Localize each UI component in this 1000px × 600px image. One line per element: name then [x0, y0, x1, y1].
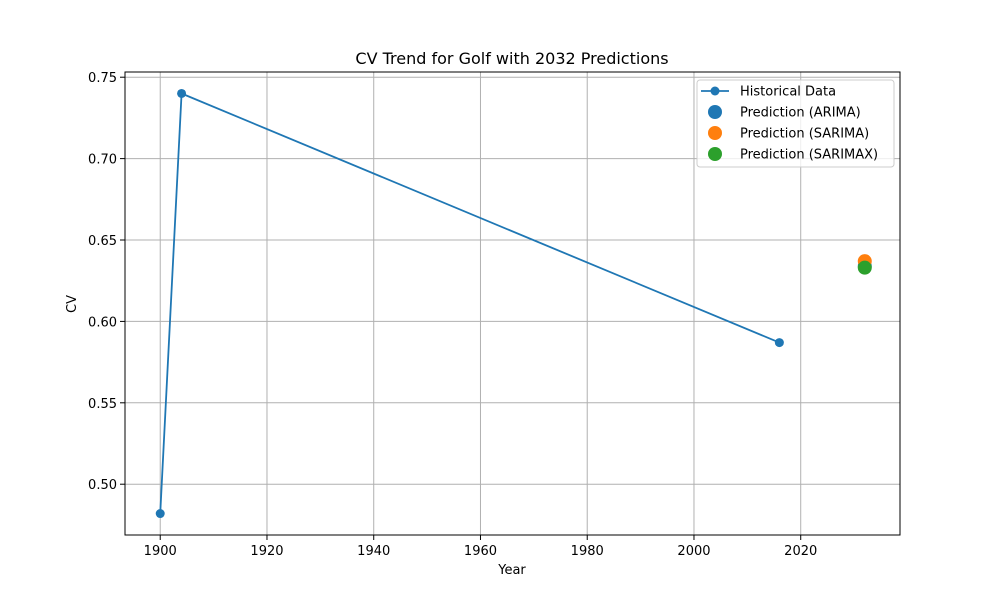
historical-data-point	[177, 88, 187, 98]
plot-series	[155, 88, 872, 519]
legend-label: Prediction (SARIMA)	[740, 127, 869, 142]
x-tick-label: 1980	[571, 544, 604, 559]
x-tick-label: 1940	[357, 544, 390, 559]
y-tick-label: 0.60	[88, 315, 117, 330]
legend-label: Prediction (SARIMAX)	[740, 148, 878, 163]
y-tick-label: 0.75	[88, 71, 117, 86]
y-tick-label: 0.55	[88, 397, 117, 412]
plot-frame	[124, 71, 901, 536]
legend-label: Prediction (ARIMA)	[740, 106, 861, 121]
chart-title: CV Trend for Golf with 2032 Predictions	[355, 49, 668, 68]
x-tick-label: 1900	[144, 544, 177, 559]
y-tick-label: 0.65	[88, 234, 117, 249]
axis-ticks: 1900 1920 1940 1960 1980 2000 2020 0.50 0.55 0.60…	[88, 71, 817, 559]
x-tick-label: 2000	[677, 544, 710, 559]
x-axis-label: Year	[497, 563, 526, 578]
y-tick-label: 0.70	[88, 153, 117, 168]
legend-marker-swatch	[708, 105, 722, 119]
legend-marker-swatch	[708, 126, 722, 140]
legend-label: Historical Data	[740, 85, 836, 100]
historical-data-point	[155, 509, 165, 519]
x-tick-label: 1920	[250, 544, 283, 559]
legend-box	[696, 79, 895, 168]
legend: Historical Data Prediction (ARIMA) Predict…	[696, 79, 895, 168]
y-tick-label: 0.50	[88, 478, 117, 493]
legend-marker-swatch	[710, 86, 720, 96]
y-axis-label: CV	[65, 295, 80, 313]
x-tick-label: 2020	[784, 544, 817, 559]
prediction-sarimax-point	[857, 260, 872, 275]
grid	[125, 72, 900, 535]
historical-data-point	[774, 338, 784, 348]
legend-marker-swatch	[708, 147, 722, 161]
x-tick-label: 1960	[464, 544, 497, 559]
